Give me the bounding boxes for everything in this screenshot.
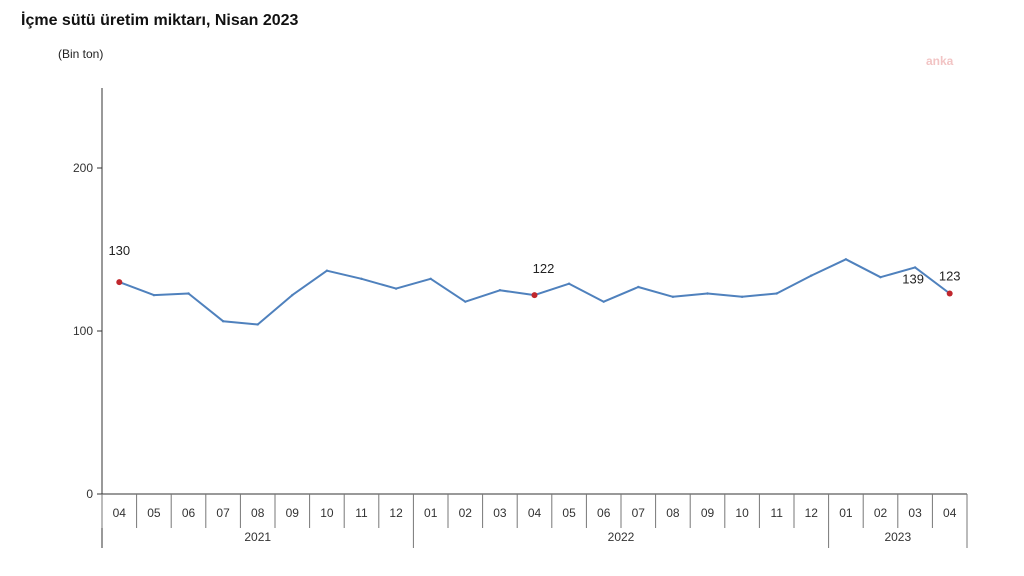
chart-axes bbox=[101, 88, 967, 548]
x-tick-label: 11 bbox=[355, 506, 368, 520]
x-tick-label: 02 bbox=[459, 506, 473, 520]
data-point bbox=[671, 295, 675, 298]
x-tick-label: 09 bbox=[286, 506, 300, 520]
x-tick-label: 04 bbox=[113, 506, 127, 520]
x-tick-label: 01 bbox=[839, 506, 853, 520]
data-label: 130 bbox=[108, 243, 130, 258]
data-point bbox=[913, 266, 917, 269]
highlighted-point bbox=[531, 292, 538, 299]
x-tick-label: 05 bbox=[147, 506, 161, 520]
x-tick-label: 04 bbox=[943, 506, 957, 520]
data-point bbox=[775, 292, 778, 295]
x-tick-label: 10 bbox=[735, 506, 749, 520]
x-tick-label: 03 bbox=[493, 506, 507, 520]
data-point bbox=[706, 292, 709, 295]
x-tick-label: 07 bbox=[632, 506, 646, 520]
data-point bbox=[152, 293, 156, 297]
data-point bbox=[498, 289, 502, 292]
data-point bbox=[256, 323, 259, 326]
x-tick-label: 06 bbox=[597, 506, 611, 520]
data-point bbox=[810, 274, 813, 277]
year-label: 2023 bbox=[884, 530, 911, 544]
y-tick-label: 100 bbox=[73, 324, 93, 338]
x-tick-label: 10 bbox=[320, 506, 334, 520]
data-point bbox=[429, 277, 432, 281]
x-tick-label: 09 bbox=[701, 506, 715, 520]
highlighted-point bbox=[946, 290, 953, 297]
data-point bbox=[360, 277, 363, 281]
data-point bbox=[325, 269, 329, 272]
x-tick-label: 12 bbox=[805, 506, 819, 520]
x-axis-ticks: 04 05 06 07 08 09 10 11 12 01 02 03 04 05 06 07 08 09 10 11… bbox=[101, 494, 968, 528]
highlighted-point bbox=[116, 279, 123, 286]
x-tick-label: 11 bbox=[770, 506, 783, 520]
series-points bbox=[116, 258, 953, 326]
x-tick-label: 03 bbox=[908, 506, 922, 520]
data-point bbox=[221, 320, 225, 323]
data-point bbox=[879, 276, 882, 279]
chart-title: İçme sütü üretim miktarı, Nisan 2023 bbox=[21, 12, 299, 29]
data-point bbox=[602, 300, 605, 303]
data-labels: 130 122 139 123 bbox=[108, 243, 960, 286]
x-tick-label: 12 bbox=[389, 506, 403, 520]
data-point bbox=[291, 293, 294, 297]
x-tick-label: 07 bbox=[216, 506, 230, 520]
data-point bbox=[637, 285, 640, 289]
data-point bbox=[464, 300, 467, 303]
data-point bbox=[394, 287, 398, 290]
x-axis-year-groups: 2021 2022 2023 bbox=[244, 528, 968, 548]
data-point bbox=[187, 292, 190, 295]
x-tick-label: 02 bbox=[874, 506, 888, 520]
y-tick-label: 0 bbox=[86, 487, 93, 501]
x-tick-label: 05 bbox=[562, 506, 576, 520]
x-tick-label: 08 bbox=[251, 506, 265, 520]
data-label: 122 bbox=[533, 261, 555, 276]
y-axis-ticks: 0 100 200 bbox=[73, 161, 102, 501]
data-label: 123 bbox=[939, 269, 961, 284]
year-label: 2021 bbox=[244, 530, 271, 544]
data-point bbox=[740, 295, 744, 298]
data-point bbox=[567, 282, 571, 285]
x-tick-label: 01 bbox=[424, 506, 438, 520]
x-tick-label: 04 bbox=[528, 506, 542, 520]
data-label: 139 bbox=[902, 271, 924, 286]
y-tick-label: 200 bbox=[73, 161, 93, 175]
watermark-logo: anka bbox=[926, 54, 954, 68]
year-label: 2022 bbox=[608, 530, 635, 544]
x-tick-label: 08 bbox=[666, 506, 680, 520]
data-point bbox=[844, 258, 848, 261]
y-unit-label: (Bin ton) bbox=[58, 47, 104, 61]
x-tick-label: 06 bbox=[182, 506, 196, 520]
